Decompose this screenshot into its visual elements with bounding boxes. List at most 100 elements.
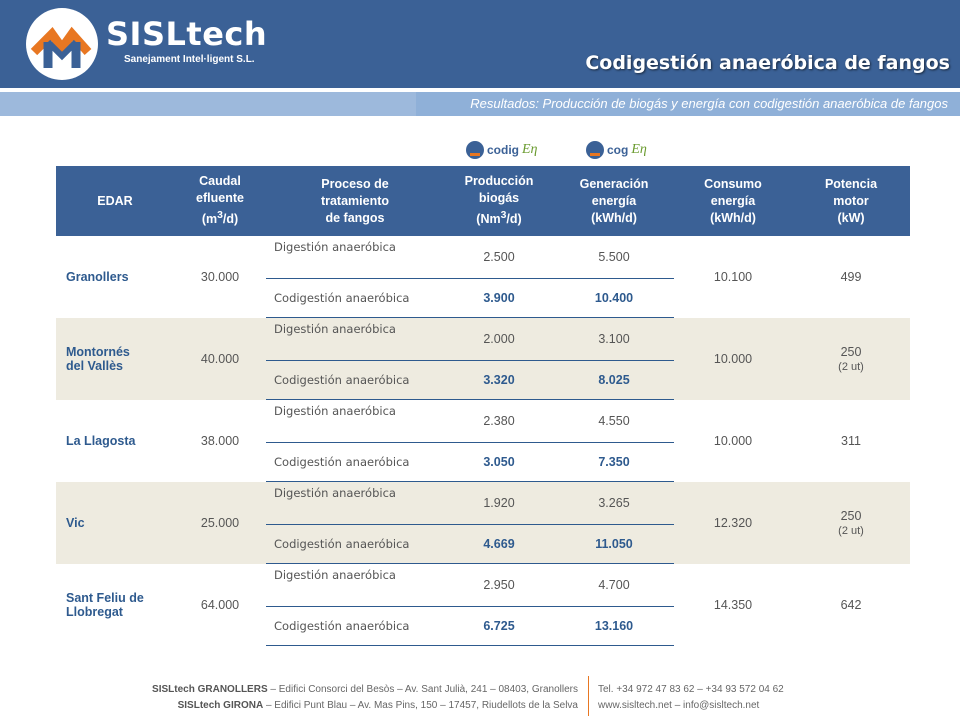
codig-biogas-cell: 3.320 — [444, 360, 554, 400]
brand-subtitle: Sanejament Intel·ligent S.L. — [124, 54, 255, 65]
codigen-logo-icon — [466, 141, 484, 159]
table-row: Codigestión anaeróbica 4.669 11.050 — [56, 524, 910, 564]
table-row: Montornés del Vallès 40.000 Digestión anaer… — [56, 317, 910, 400]
table-header-row: EDAR Caudal efluente (m3/d) Proceso de t… — [56, 166, 910, 236]
table-row: Codigestión anaeróbica 3.050 7.350 — [56, 442, 910, 482]
process-codigestion: Codigestión anaeróbica — [266, 442, 444, 482]
site-name-line1: La Llagosta — [66, 433, 136, 448]
footer-phone: Tel. +34 972 47 83 62 – +34 93 572 04 62 — [598, 684, 784, 695]
caudal-cell: 40.000 — [174, 317, 266, 400]
brand-name: SISLtech — [106, 15, 268, 53]
table-row: Codigestión anaeróbica 3.320 8.025 — [56, 360, 910, 400]
codigen-logo-text: codig — [487, 143, 519, 157]
process-digestion: Digestión anaeróbica — [274, 240, 396, 254]
potencia-value: 250 — [840, 344, 862, 359]
dig-biogas-cell: 1.920 — [444, 481, 554, 525]
header-consumo: Consumo energía (kWh/d) — [674, 166, 792, 236]
potencia-value: 250 — [840, 508, 862, 523]
site-name-line1: Vic — [66, 515, 85, 530]
header-prod-line1: Producción — [464, 174, 534, 189]
potencia-value: 642 — [840, 597, 862, 612]
codig-energy-cell: 11.050 — [554, 524, 674, 564]
site-cell: La Llagosta — [56, 400, 174, 482]
table-row: Codigestión anaeróbica 6.725 13.160 — [56, 606, 910, 646]
potencia-cell: 642 — [792, 564, 910, 646]
table-row: Granollers 30.000 Digestión anaeróbica 2.50… — [56, 236, 910, 284]
header-caudal: Caudal efluente (m3/d) — [174, 166, 266, 236]
potencia-value: 499 — [840, 269, 862, 284]
potencia-note: (2 ut) — [838, 360, 864, 373]
header-prod-line3: (Nm — [476, 212, 501, 227]
site-name-line2: Llobregat — [66, 604, 123, 619]
footer-granollers-label: SISLtech GRANOLLERS — [152, 684, 268, 695]
header-cons-line1: Consumo — [704, 176, 762, 191]
header-proceso-line2: tratamiento — [320, 193, 390, 208]
potencia-cell: 250 (2 ut) — [792, 317, 910, 400]
header-produccion: Producción biogás (Nm3/d) — [444, 166, 554, 236]
footer-girona-address: – Edifici Punt Blau – Av. Mas Pins, 150 … — [263, 700, 578, 711]
codig-energy-cell: 8.025 — [554, 360, 674, 400]
sisltech-logo — [26, 8, 98, 80]
dig-biogas-cell: 2.000 — [444, 317, 554, 361]
footer-web-email: www.sisltech.net – info@sisltech.net — [598, 700, 760, 711]
subtitle-bar-left — [0, 92, 416, 116]
dig-energy-cell: 4.700 — [598, 578, 630, 592]
header-gen-line1: Generación — [579, 176, 649, 191]
consumo-cell: 12.320 — [674, 481, 792, 564]
footer-addresses: SISLtech GRANOLLERS – Edifici Consorci d… — [100, 682, 578, 714]
caudal-cell: 64.000 — [200, 597, 240, 612]
site-name-line2: del Vallès — [66, 358, 123, 373]
header-gen-line3: (kWh/d) — [591, 210, 637, 225]
process-codigestion: Codigestión anaeróbica — [266, 524, 444, 564]
dig-biogas-cell: 2.500 — [483, 250, 515, 264]
footer-girona-label: SISLtech GIRONA — [177, 700, 264, 711]
codig-biogas-cell: 3.900 — [444, 278, 554, 318]
header-caudal-line3: (m — [201, 212, 218, 227]
process-codigestion: Codigestión anaeróbica — [266, 278, 444, 318]
header-divider — [0, 88, 960, 92]
codigen-logo: codig Eη — [466, 138, 538, 162]
header-pot-line3: (kW) — [837, 210, 865, 225]
process-digestion: Digestión anaeróbica — [266, 481, 444, 525]
header-pot-line1: Potencia — [824, 176, 878, 191]
dig-biogas-cell: 2.950 — [483, 578, 515, 592]
consumo-cell: 10.100 — [713, 269, 753, 284]
header-proceso-line1: Proceso de — [321, 176, 389, 191]
codig-biogas-cell: 6.725 — [444, 606, 554, 646]
process-digestion: Digestión anaeróbica — [274, 404, 396, 418]
potencia-note: (2 ut) — [838, 524, 864, 537]
process-digestion: Digestión anaeróbica — [266, 317, 444, 361]
codig-biogas-cell: 3.050 — [444, 442, 554, 482]
potencia-value: 311 — [841, 433, 861, 448]
site-cell: Granollers — [56, 236, 174, 318]
cogen-logo-suffix: Eη — [631, 142, 647, 157]
table-row: Vic 25.000 Digestión anaeróbica 1.920 3.265 1… — [56, 481, 910, 564]
caudal-cell: 38.000 — [200, 433, 240, 448]
header-cons-line2: energía — [710, 193, 756, 208]
codig-energy-cell: 13.160 — [554, 606, 674, 646]
results-table: EDAR Caudal efluente (m3/d) Proceso de t… — [56, 166, 910, 646]
header-potencia: Potencia motor (kW) — [792, 166, 910, 236]
consumo-cell: 10.000 — [674, 317, 792, 400]
process-digestion: Digestión anaeróbica — [274, 568, 396, 582]
table-row: Codigestión anaeróbica 3.900 10.400 — [56, 278, 910, 318]
site-cell: Sant Feliu de Llobregat — [56, 564, 174, 646]
footer-contact: Tel. +34 972 47 83 62 – +34 93 572 04 62… — [598, 682, 784, 714]
header-prod-line2: biogás — [478, 191, 520, 206]
footer-granollers-address: – Edifici Consorci del Besòs – Av. Sant … — [267, 684, 578, 695]
table-row: La Llagosta 38.000 Digestión anaeróbica 2.3… — [56, 400, 910, 448]
cogen-logo-text: cog — [607, 143, 629, 157]
header-proceso: Proceso de tratamiento de fangos — [266, 166, 444, 236]
page-subtitle: Resultados: Producción de biogás y energ… — [470, 96, 948, 111]
caudal-cell: 30.000 — [200, 269, 240, 284]
header-bar: SISLtech Sanejament Intel·ligent S.L. Co… — [0, 0, 960, 88]
dig-energy-cell: 5.500 — [598, 250, 630, 264]
potencia-cell: 311 — [792, 400, 910, 482]
site-name-line1: Granollers — [66, 269, 129, 284]
header-caudal-line2: efluente — [196, 191, 244, 206]
dig-energy-cell: 3.100 — [554, 317, 674, 361]
dig-energy-cell: 4.550 — [598, 414, 630, 428]
codig-energy-cell: 7.350 — [554, 442, 674, 482]
header-pot-line2: motor — [833, 193, 869, 208]
header-proceso-line3: de fangos — [325, 210, 385, 225]
